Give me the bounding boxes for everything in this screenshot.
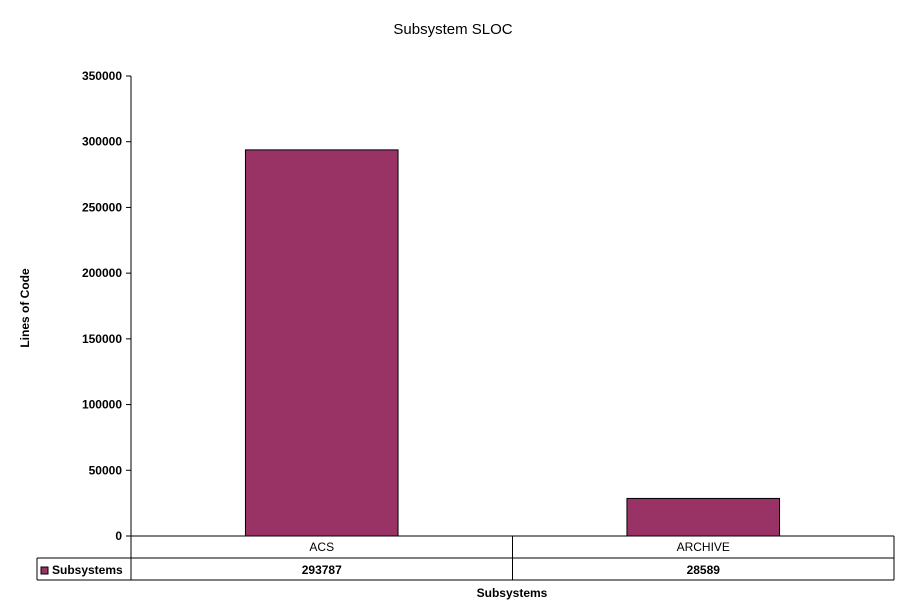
bar-archive: [626, 497, 781, 537]
x-tick-label: ARCHIVE: [677, 540, 730, 554]
y-tick-label: 350000: [82, 69, 122, 83]
bar-acs: [244, 149, 399, 537]
legend-swatch: [40, 566, 49, 575]
data-label: 28589: [687, 563, 721, 577]
y-axis-label: Lines of Code: [18, 268, 32, 348]
bars: [244, 149, 781, 537]
y-tick-label: 250000: [82, 200, 122, 214]
legend-label: Subsystems: [52, 563, 123, 577]
y-tick-label: 100000: [82, 398, 122, 412]
y-tick-label: 0: [115, 529, 122, 543]
y-axis-ticks: 0 50000 100000 150000 200000 250000 300000 3500…: [82, 69, 131, 543]
x-axis-label: Subsystems: [477, 586, 548, 600]
y-tick-label: 150000: [82, 332, 122, 346]
x-tick-label: ACS: [309, 540, 334, 554]
y-tick-label: 200000: [82, 266, 122, 280]
data-label: 293787: [302, 563, 342, 577]
y-tick-label: 300000: [82, 135, 122, 149]
chart-title: Subsystem SLOC: [393, 21, 512, 38]
y-tick-label: 50000: [89, 463, 123, 477]
data-table: ACS 293787 ARCHIVE 28589 Subsystems: [36, 536, 895, 581]
